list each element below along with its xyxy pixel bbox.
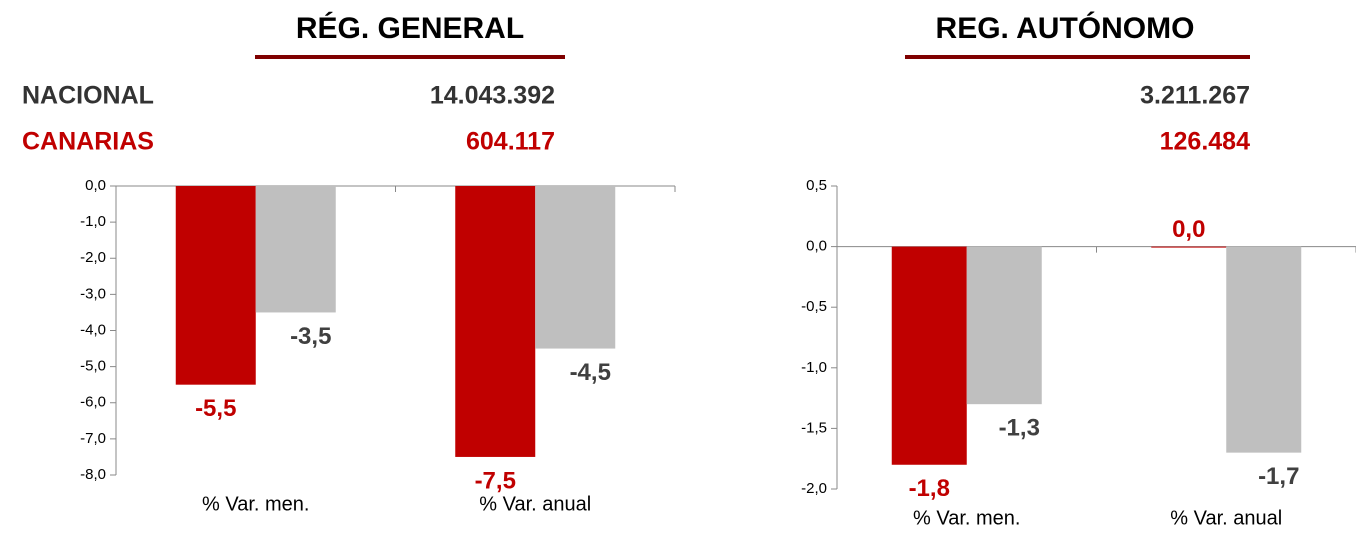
y-tick-label: -2,0 (80, 249, 106, 266)
value-label: -1,8 (909, 475, 950, 502)
y-tick-label: -6,0 (80, 394, 106, 411)
bar (175, 186, 256, 385)
national-total: 14.043.392 (430, 82, 555, 110)
canarias-total: 126.484 (1160, 128, 1250, 156)
x-tick-label: % Var. anual (1170, 507, 1282, 529)
value-label: -7,5 (475, 467, 516, 494)
y-tick-label: -1,0 (801, 359, 827, 376)
value-label: -4,5 (570, 359, 611, 386)
row-label: NACIONAL (22, 82, 154, 110)
y-tick-label: -0,5 (801, 298, 827, 315)
chart-title: REG. AUTÓNOMO (936, 11, 1195, 45)
y-tick-label: -7,0 (80, 430, 106, 447)
bar (1226, 246, 1302, 453)
bar (1151, 246, 1227, 248)
canarias-total: 604.117 (466, 128, 555, 156)
y-tick-label: -1,5 (801, 419, 827, 436)
y-tick-label: -1,0 (80, 213, 106, 230)
chart-title: RÉG. GENERAL (296, 11, 524, 45)
y-tick-label: 0,0 (85, 177, 106, 194)
y-tick-label: -5,0 (80, 358, 106, 375)
row-label: CANARIAS (22, 128, 154, 156)
bar (966, 246, 1042, 405)
bar (255, 186, 336, 313)
bar (455, 186, 536, 457)
y-tick-label: -8,0 (80, 466, 106, 483)
value-label: -3,5 (290, 323, 331, 350)
value-label: -1,7 (1258, 463, 1299, 490)
value-label: 0,0 (1172, 216, 1205, 243)
bar (535, 186, 616, 349)
y-tick-label: -4,0 (80, 321, 106, 338)
x-tick-label: % Var. men. (913, 507, 1020, 529)
y-tick-label: 0,5 (806, 177, 827, 194)
y-tick-label: 0,0 (806, 238, 827, 255)
y-tick-label: -2,0 (801, 480, 827, 497)
x-tick-label: % Var. men. (202, 493, 309, 515)
title-underline (255, 55, 565, 59)
national-total: 3.211.267 (1140, 82, 1250, 110)
bar (891, 246, 967, 465)
value-label: -5,5 (195, 395, 236, 422)
title-underline (905, 55, 1250, 59)
y-tick-label: -3,0 (80, 285, 106, 302)
value-label: -1,3 (999, 415, 1040, 442)
x-tick-label: % Var. anual (479, 493, 591, 515)
